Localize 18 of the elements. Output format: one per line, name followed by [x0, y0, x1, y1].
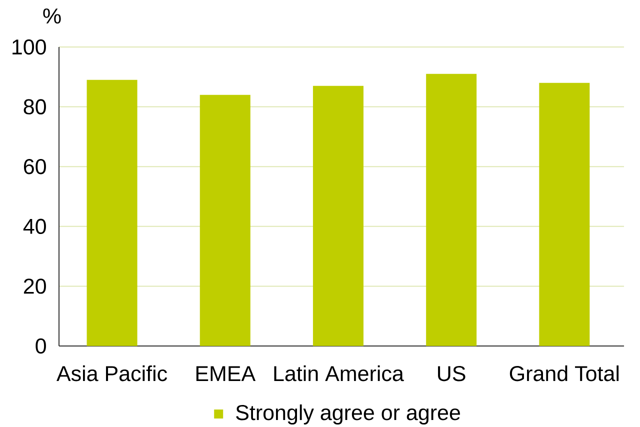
y-tick-label: 60 — [24, 158, 46, 174]
x-tick-label: Asia Pacific — [56, 365, 168, 382]
x-tick-label: US — [438, 366, 466, 382]
y-tick-label: 0 — [36, 338, 46, 354]
y-tick-label: 100 — [12, 39, 46, 55]
x-tick-label: Grand Total — [510, 365, 619, 382]
x-tick-label: EMEA — [196, 366, 256, 381]
x-tick-label: Latin America — [274, 365, 404, 382]
bar — [426, 74, 477, 346]
y-tick-label: 20 — [24, 278, 46, 294]
y-tick-label: 80 — [24, 99, 46, 114]
bar — [312, 86, 364, 346]
bar — [539, 82, 590, 346]
bar — [86, 80, 138, 346]
bar — [200, 94, 250, 346]
legend-label: Strongly agree or agree — [236, 404, 460, 424]
y-axis-title: % — [43, 8, 61, 24]
y-tick-label: 40 — [23, 218, 46, 234]
